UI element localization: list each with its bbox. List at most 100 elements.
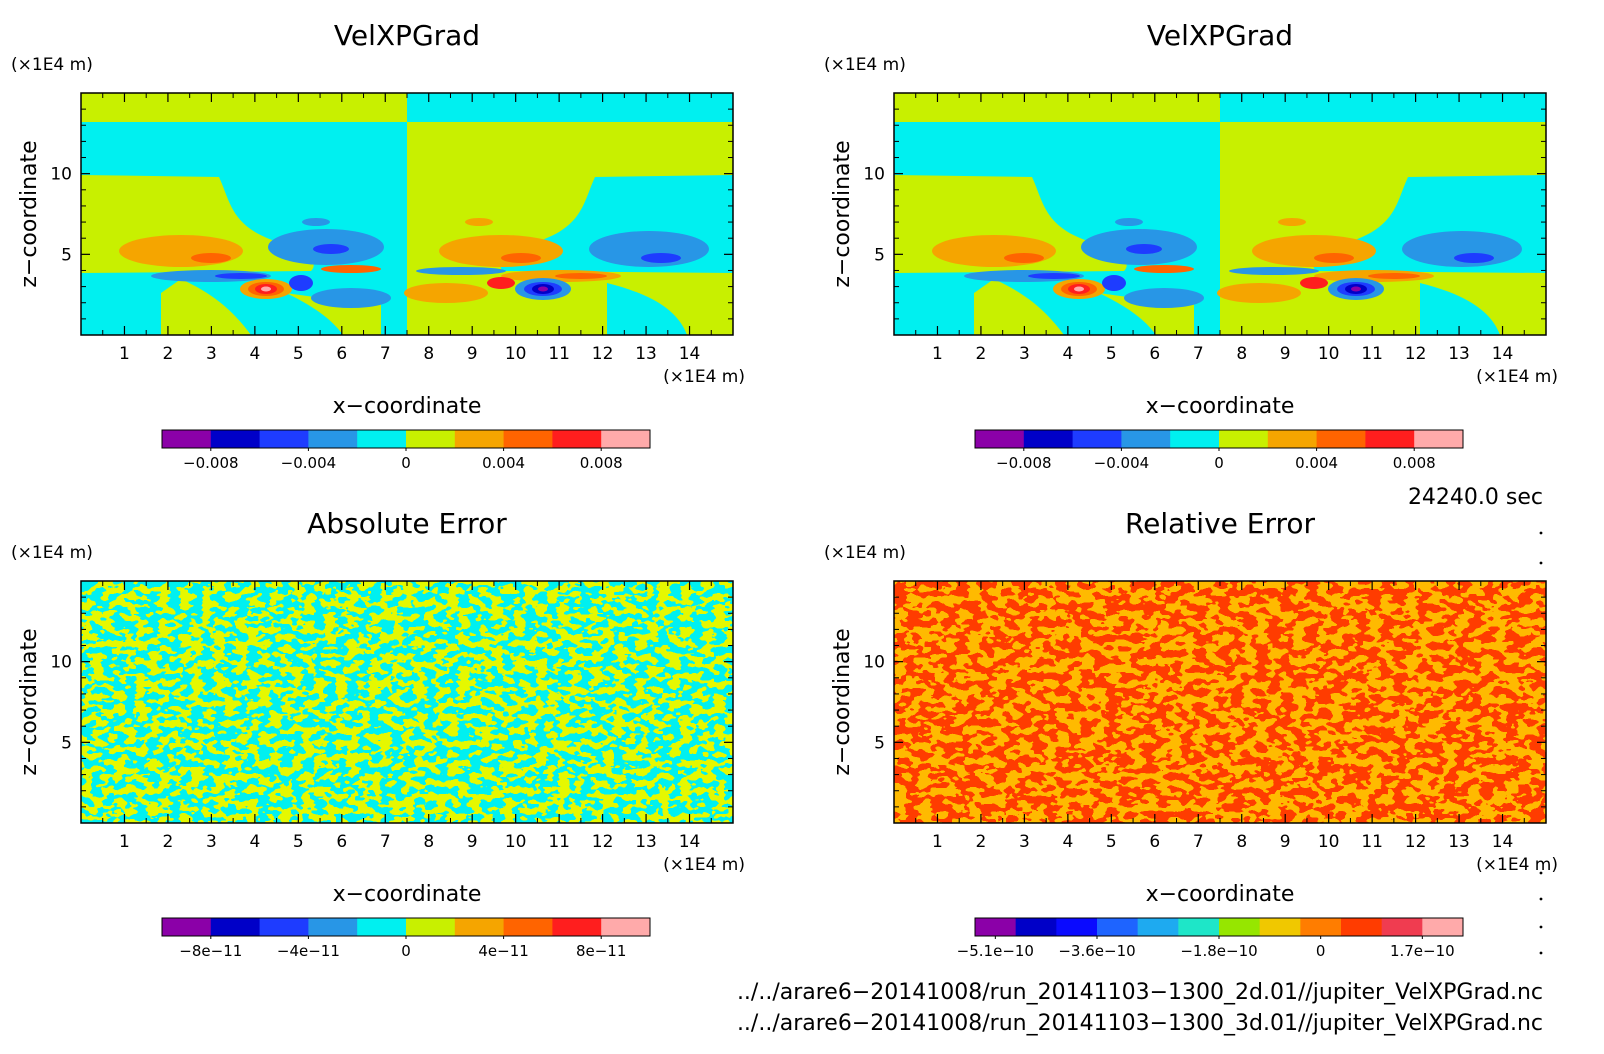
colorbar-label: −4e−11 (277, 942, 340, 960)
x-axis-label: x−coordinate (333, 882, 482, 907)
x-tick-label: 7 (380, 344, 391, 364)
colorbar-swatch (1170, 430, 1220, 448)
colorbar-swatch (1072, 430, 1122, 448)
colorbar-swatch (162, 918, 212, 936)
colorbar-swatch (357, 430, 407, 448)
colorbar-swatch (308, 430, 358, 448)
x-tick-label: 11 (1361, 344, 1383, 364)
core-neg-small (1102, 275, 1126, 291)
x-tick-label: 13 (635, 832, 657, 852)
core-neg-lower-left (1124, 288, 1204, 308)
x-tick-label: 4 (249, 344, 260, 364)
colorbar-swatch (1023, 430, 1074, 448)
z-unit-label: (×1E4 m) (824, 543, 906, 563)
x-axis-label: x−coordinate (1146, 882, 1295, 907)
x-tick-label: 7 (380, 832, 391, 852)
colorbar: −8e−11 −4e−11 0 4e−11 8e−11 (161, 917, 651, 960)
y-axis-label: z−coordinate (830, 140, 855, 287)
colorbar-swatch (357, 918, 407, 936)
colorbar-swatch (1097, 918, 1139, 936)
colorbar-swatch (1341, 918, 1383, 936)
x-tick-label: 13 (1448, 832, 1470, 852)
lobe-pos-small (1278, 218, 1306, 226)
lobe-pos-1-core (1004, 253, 1044, 263)
x-tick-label: 6 (336, 344, 347, 364)
colorbar-swatch (259, 430, 309, 448)
colorbar-swatch (1137, 918, 1179, 936)
x-tick-label: 8 (1236, 832, 1247, 852)
x-tick-label: 6 (336, 832, 347, 852)
band-neg-center (416, 267, 506, 275)
core-pos-small (1300, 277, 1328, 289)
x-tick-label: 1 (932, 832, 943, 852)
colorbar-swatch (1178, 918, 1220, 936)
colorbar-label: −8e−11 (179, 942, 242, 960)
colorbar-label: −0.004 (1094, 454, 1150, 472)
colorbar-swatch (1015, 918, 1057, 936)
x-axis-label: x−coordinate (1146, 394, 1295, 419)
colorbar-swatch (503, 918, 553, 936)
field-lower-right-cyan (1420, 283, 1500, 335)
x-axis-label: x−coordinate (333, 394, 482, 419)
colorbar-label: 0 (1316, 942, 1326, 960)
colorbar-swatch (1300, 918, 1342, 936)
colorbar-swatch (1056, 918, 1098, 936)
colorbar-swatch (454, 918, 505, 936)
x-tick-label: 12 (592, 832, 614, 852)
x-tick-label: 10 (505, 344, 527, 364)
x-tick-label: 2 (976, 832, 987, 852)
colorbar-label: 0 (1214, 454, 1224, 472)
x-tick-label: 14 (1492, 832, 1514, 852)
band-neg-center (1229, 267, 1319, 275)
x-tick-label: 3 (1019, 832, 1030, 852)
x-tick-label: 7 (1193, 344, 1204, 364)
x-unit-label: (×1E4 m) (663, 855, 745, 875)
contour-field (894, 93, 1546, 335)
core-pos-peak (261, 286, 271, 292)
z-unit-label: (×1E4 m) (11, 55, 93, 75)
contour-field (81, 93, 733, 335)
colorbar-swatch (601, 918, 651, 936)
x-tick-label: 1 (119, 344, 130, 364)
colorbar-swatch (308, 918, 358, 936)
x-tick-label: 10 (1318, 832, 1340, 852)
colorbar-label: 0.004 (482, 454, 525, 472)
panel-title: Relative Error (1125, 507, 1316, 540)
panel-title: Absolute Error (307, 507, 507, 540)
colorbar-swatch (1381, 918, 1423, 936)
field-lower-left-yellow (161, 279, 251, 335)
lobe-neg-1-core (313, 244, 349, 254)
colorbar-swatch (259, 918, 309, 936)
x-tick-label: 12 (1405, 832, 1427, 852)
x-tick-label: 9 (1280, 832, 1291, 852)
field-top-right-band (407, 93, 733, 122)
lobe-pos-2-core (501, 253, 541, 263)
field-top-right-band (1220, 93, 1546, 122)
stray-dots (1539, 531, 1543, 955)
colorbar-swatch (1316, 430, 1366, 448)
y-axis-label: z−coordinate (830, 628, 855, 775)
x-tick-label: 4 (249, 832, 260, 852)
x-tick-label: 11 (548, 832, 570, 852)
y-tick-label: 5 (61, 733, 72, 753)
lobe-neg-2-core (1454, 253, 1494, 263)
x-tick-label: 11 (548, 344, 570, 364)
lobe-pos-1 (119, 235, 243, 267)
core-pos-peak (1074, 286, 1084, 292)
colorbar-label: 8e−11 (576, 942, 626, 960)
core-pos-lower-right (404, 283, 488, 303)
core-pos-lower-right (1217, 283, 1301, 303)
y-tick-label: 10 (50, 165, 72, 185)
x-unit-label: (×1E4 m) (1476, 855, 1558, 875)
band-pos-right-core (1368, 273, 1420, 279)
x-tick-label: 1 (932, 344, 943, 364)
colorbar-swatch (454, 430, 505, 448)
x-tick-label: 9 (467, 832, 478, 852)
x-unit-label: (×1E4 m) (1476, 367, 1558, 387)
field-lower-right-cyan (607, 283, 687, 335)
x-tick-label: 10 (505, 832, 527, 852)
core-neg-peak (1351, 286, 1361, 292)
colorbar-label: −0.008 (183, 454, 239, 472)
x-tick-label: 10 (1318, 344, 1340, 364)
